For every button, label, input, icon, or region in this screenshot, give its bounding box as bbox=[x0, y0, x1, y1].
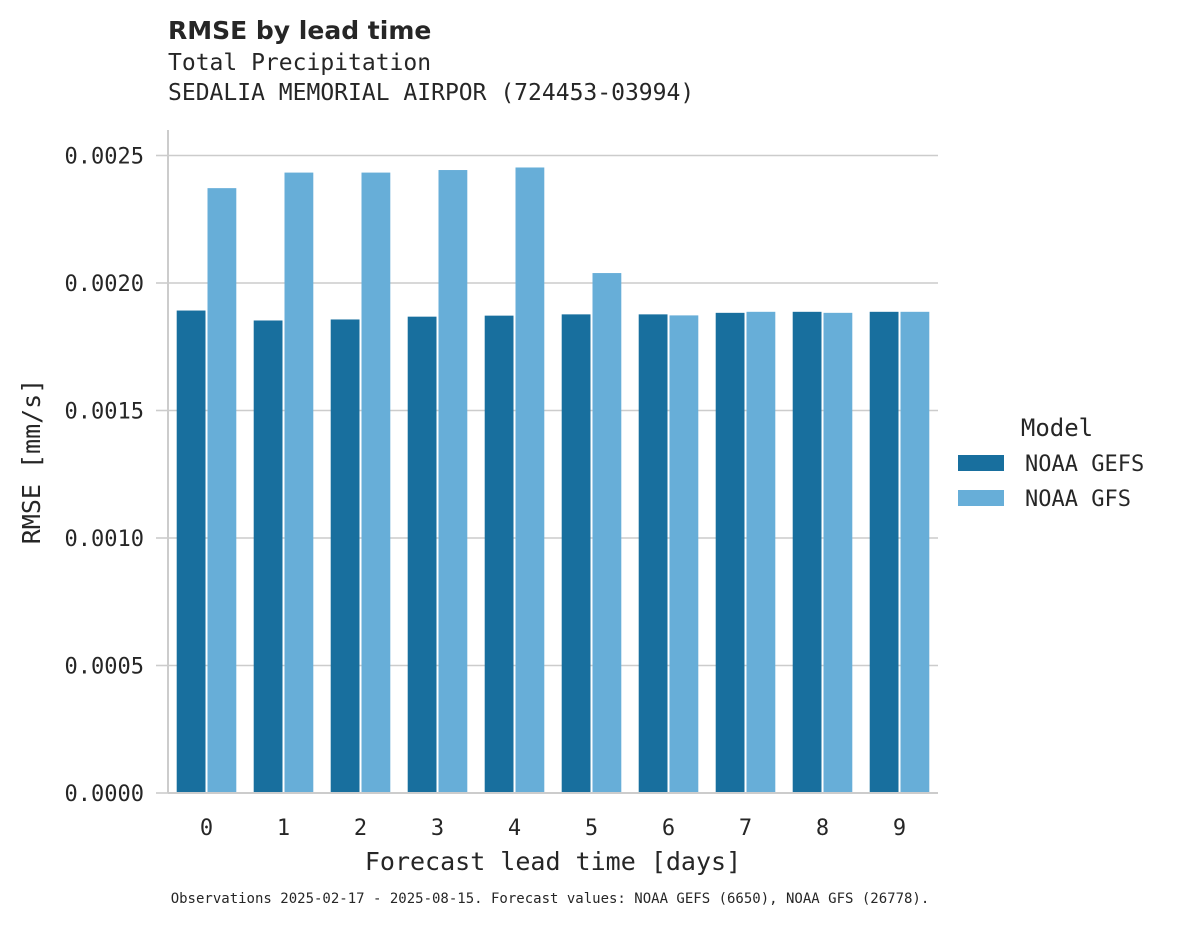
bar-noaa-gefs-9 bbox=[869, 311, 899, 793]
bar-noaa-gfs-7 bbox=[746, 311, 776, 793]
chart-footer-note: Observations 2025-02-17 - 2025-08-15. Fo… bbox=[170, 891, 930, 907]
bar-noaa-gfs-4 bbox=[515, 167, 545, 794]
bar-noaa-gefs-4 bbox=[484, 315, 514, 793]
legend-label-noaa-gefs: NOAA GEFS bbox=[1025, 452, 1144, 477]
legend-swatch-noaa-gefs bbox=[958, 455, 1004, 471]
x-axis-label: Forecast lead time [days] bbox=[365, 847, 741, 876]
bar-chart: 0.0000 0.0005 0.0010 0.0015 0.0020 0.0025 0 1 2 3… bbox=[17, 130, 1144, 876]
chart-subtitle-variable: Total Precipitation bbox=[168, 50, 432, 76]
bar-noaa-gfs-8 bbox=[823, 312, 853, 793]
bar-noaa-gefs-1 bbox=[253, 320, 283, 793]
x-tick-label: 1 bbox=[277, 816, 290, 841]
bar-noaa-gefs-6 bbox=[638, 314, 668, 793]
y-tick-label: 0.0005 bbox=[65, 655, 144, 680]
bar-noaa-gefs-0 bbox=[176, 310, 206, 793]
y-tick-label: 0.0015 bbox=[65, 400, 144, 425]
legend-label-noaa-gfs: NOAA GFS bbox=[1025, 487, 1131, 512]
bar-noaa-gefs-5 bbox=[561, 314, 591, 793]
bar-noaa-gfs-6 bbox=[669, 315, 699, 793]
bar-noaa-gefs-7 bbox=[715, 312, 745, 793]
bar-noaa-gfs-9 bbox=[900, 311, 930, 793]
bar-noaa-gefs-2 bbox=[330, 319, 360, 793]
x-tick-label: 5 bbox=[585, 816, 598, 841]
x-tick-label: 6 bbox=[662, 816, 675, 841]
bar-noaa-gfs-1 bbox=[284, 172, 314, 793]
x-tick-label: 7 bbox=[739, 816, 752, 841]
y-tick-label: 0.0025 bbox=[65, 145, 144, 170]
legend-title: Model bbox=[1021, 414, 1093, 442]
bar-noaa-gfs-5 bbox=[592, 273, 622, 793]
legend-swatch-noaa-gfs bbox=[958, 490, 1004, 506]
chart-subtitle-station: SEDALIA MEMORIAL AIRPOR (724453-03994) bbox=[168, 80, 695, 106]
x-tick-label: 0 bbox=[200, 816, 213, 841]
bar-noaa-gefs-8 bbox=[792, 311, 822, 793]
bar-noaa-gfs-3 bbox=[438, 170, 468, 793]
x-tick-label: 8 bbox=[816, 816, 829, 841]
bar-noaa-gefs-3 bbox=[407, 316, 437, 793]
x-tick-label: 3 bbox=[431, 816, 444, 841]
bar-noaa-gfs-0 bbox=[207, 188, 237, 793]
x-tick-label: 4 bbox=[508, 816, 521, 841]
x-tick-label: 2 bbox=[354, 816, 367, 841]
y-tick-label: 0.0020 bbox=[65, 272, 144, 297]
y-axis-label: RMSE [mm/s] bbox=[17, 379, 46, 545]
bar-noaa-gfs-2 bbox=[361, 172, 391, 793]
y-tick-label: 0.0010 bbox=[65, 527, 144, 552]
chart-title: RMSE by lead time bbox=[168, 16, 432, 45]
y-tick-label: 0.0000 bbox=[65, 782, 144, 807]
x-tick-label: 9 bbox=[893, 816, 906, 841]
